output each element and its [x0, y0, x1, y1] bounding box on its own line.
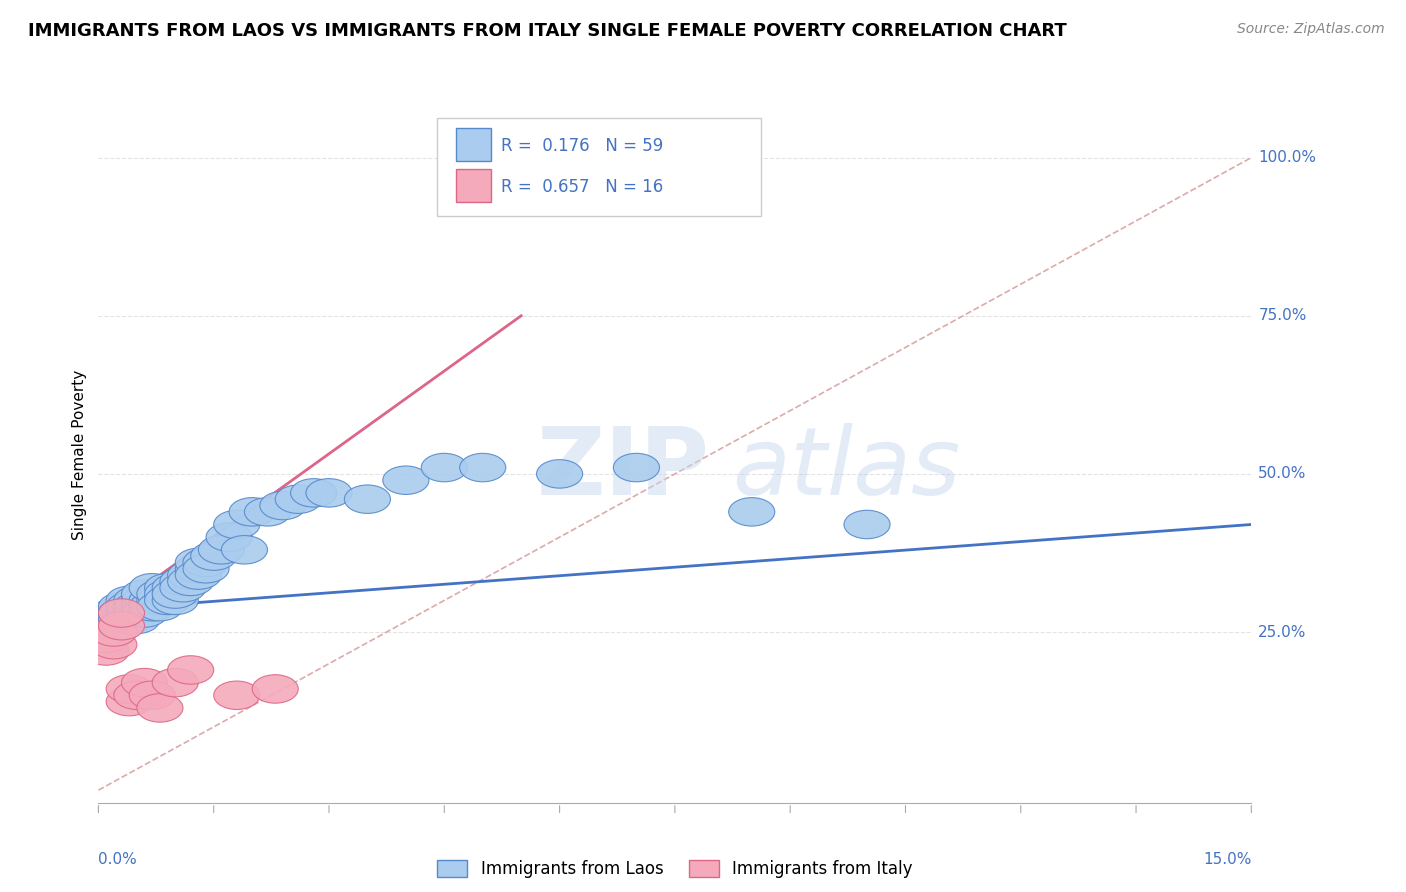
Ellipse shape [214, 510, 260, 539]
Text: 15.0%: 15.0% [1204, 852, 1251, 867]
Ellipse shape [136, 586, 183, 615]
Ellipse shape [198, 535, 245, 564]
Ellipse shape [105, 586, 152, 615]
Ellipse shape [105, 674, 152, 703]
Ellipse shape [176, 555, 221, 583]
Ellipse shape [98, 599, 145, 627]
Ellipse shape [105, 688, 152, 715]
Ellipse shape [145, 586, 191, 615]
Ellipse shape [152, 574, 198, 602]
Ellipse shape [152, 580, 198, 608]
Text: Source: ZipAtlas.com: Source: ZipAtlas.com [1237, 22, 1385, 37]
Ellipse shape [252, 674, 298, 703]
Text: R =  0.657   N = 16: R = 0.657 N = 16 [501, 178, 662, 196]
Ellipse shape [98, 599, 145, 627]
Ellipse shape [229, 498, 276, 526]
Ellipse shape [183, 549, 229, 577]
Ellipse shape [167, 656, 214, 684]
Ellipse shape [129, 586, 176, 615]
Ellipse shape [422, 453, 467, 482]
Text: IMMIGRANTS FROM LAOS VS IMMIGRANTS FROM ITALY SINGLE FEMALE POVERTY CORRELATION : IMMIGRANTS FROM LAOS VS IMMIGRANTS FROM … [28, 22, 1067, 40]
Ellipse shape [214, 681, 260, 709]
Ellipse shape [207, 523, 252, 551]
Ellipse shape [136, 694, 183, 723]
Ellipse shape [91, 618, 136, 646]
Ellipse shape [176, 549, 221, 577]
Ellipse shape [221, 535, 267, 564]
Text: atlas: atlas [733, 424, 960, 515]
Text: 75.0%: 75.0% [1258, 309, 1306, 323]
Ellipse shape [167, 567, 214, 596]
Text: ZIP: ZIP [537, 423, 710, 515]
Ellipse shape [136, 592, 183, 621]
Text: 0.0%: 0.0% [98, 852, 138, 867]
Ellipse shape [291, 479, 336, 507]
Ellipse shape [136, 580, 183, 608]
Ellipse shape [152, 668, 198, 697]
Ellipse shape [129, 574, 176, 602]
Text: 100.0%: 100.0% [1258, 150, 1316, 165]
Ellipse shape [121, 586, 167, 615]
Ellipse shape [191, 541, 236, 570]
Ellipse shape [91, 599, 136, 627]
Ellipse shape [145, 580, 191, 608]
Ellipse shape [121, 668, 167, 697]
Ellipse shape [105, 599, 152, 627]
Ellipse shape [83, 637, 129, 665]
Ellipse shape [167, 561, 214, 590]
Ellipse shape [114, 592, 160, 621]
Ellipse shape [114, 599, 160, 627]
Ellipse shape [121, 599, 167, 627]
Ellipse shape [245, 498, 291, 526]
Ellipse shape [98, 599, 145, 627]
Ellipse shape [382, 466, 429, 494]
Ellipse shape [844, 510, 890, 539]
Ellipse shape [121, 580, 167, 608]
Y-axis label: Single Female Poverty: Single Female Poverty [72, 370, 87, 540]
Ellipse shape [83, 605, 129, 633]
Ellipse shape [121, 592, 167, 621]
Ellipse shape [145, 574, 191, 602]
Ellipse shape [98, 605, 145, 633]
Ellipse shape [98, 592, 145, 621]
Ellipse shape [276, 485, 322, 514]
Ellipse shape [152, 586, 198, 615]
Ellipse shape [537, 459, 582, 488]
Ellipse shape [160, 574, 207, 602]
Legend: Immigrants from Laos, Immigrants from Italy: Immigrants from Laos, Immigrants from It… [430, 854, 920, 885]
Ellipse shape [260, 491, 307, 520]
Ellipse shape [83, 624, 129, 653]
Text: 50.0%: 50.0% [1258, 467, 1306, 482]
Ellipse shape [613, 453, 659, 482]
Ellipse shape [105, 592, 152, 621]
Ellipse shape [98, 612, 145, 640]
Ellipse shape [460, 453, 506, 482]
Ellipse shape [176, 561, 221, 590]
Ellipse shape [129, 592, 176, 621]
Ellipse shape [91, 631, 136, 659]
Ellipse shape [160, 567, 207, 596]
Ellipse shape [728, 498, 775, 526]
Text: 25.0%: 25.0% [1258, 624, 1306, 640]
Ellipse shape [114, 681, 160, 709]
Ellipse shape [307, 479, 352, 507]
Text: R =  0.176   N = 59: R = 0.176 N = 59 [501, 137, 662, 155]
Ellipse shape [114, 605, 160, 633]
Ellipse shape [105, 605, 152, 633]
Ellipse shape [183, 555, 229, 583]
Ellipse shape [344, 485, 391, 514]
Ellipse shape [114, 586, 160, 615]
Ellipse shape [129, 681, 176, 709]
Ellipse shape [91, 612, 136, 640]
